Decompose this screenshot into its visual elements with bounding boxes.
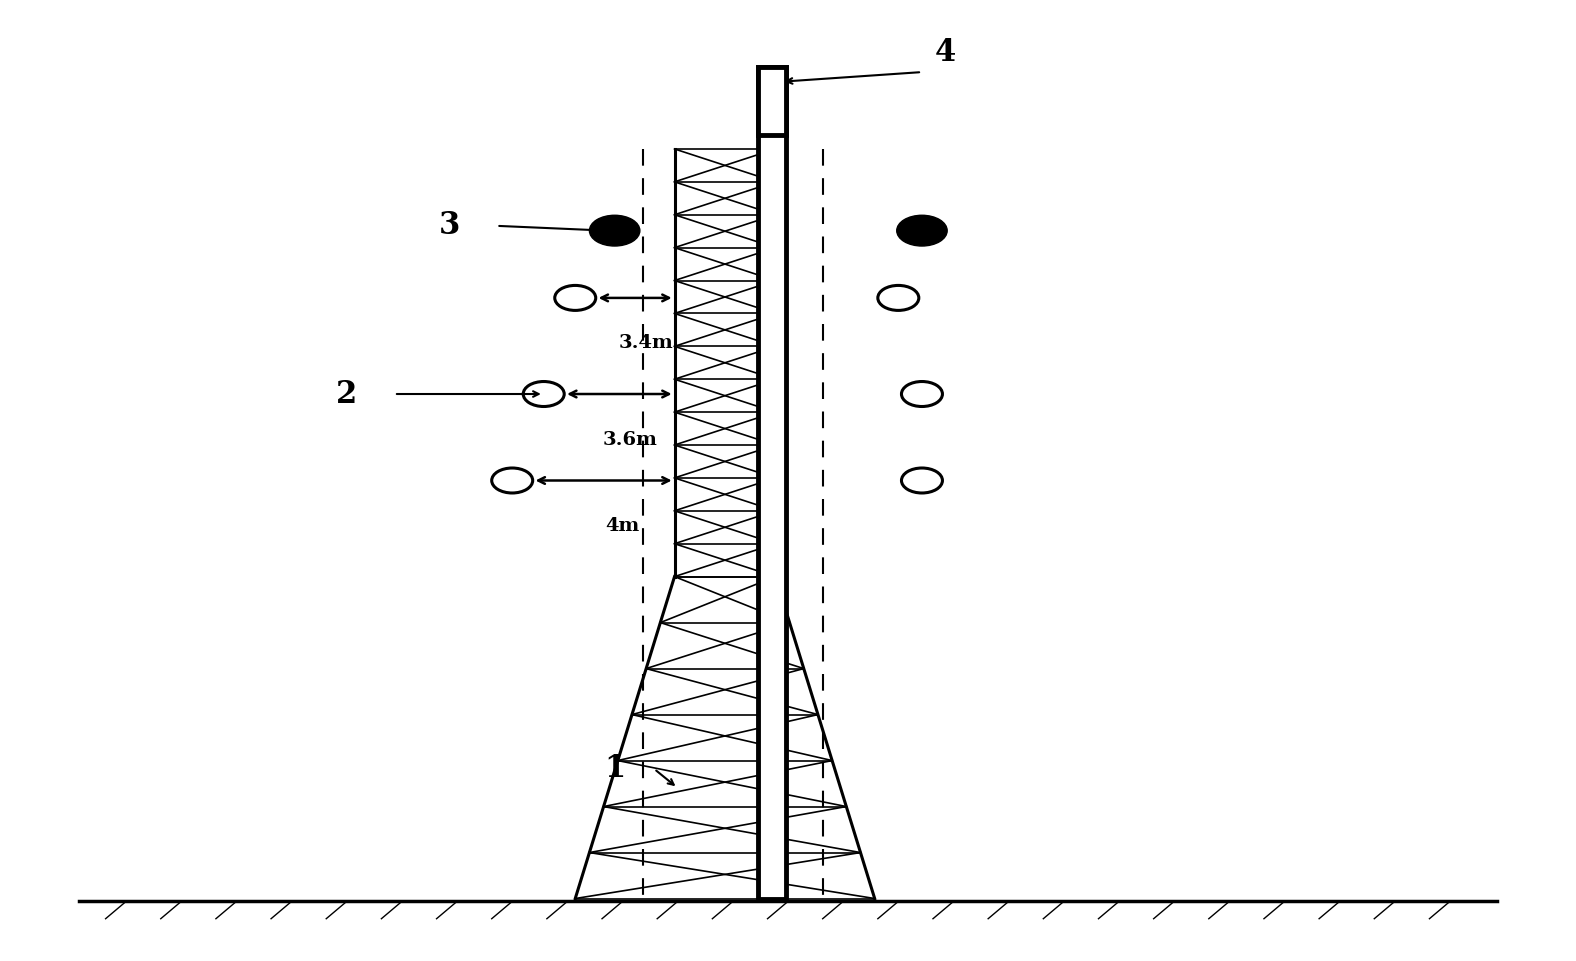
- Text: 3: 3: [438, 210, 460, 241]
- Bar: [758, 67, 786, 899]
- Circle shape: [897, 215, 947, 246]
- Text: 3.4m: 3.4m: [619, 334, 673, 353]
- Text: 3.6m: 3.6m: [604, 431, 657, 449]
- Text: 4m: 4m: [605, 517, 640, 535]
- Text: 2: 2: [336, 379, 358, 409]
- Text: 1: 1: [604, 753, 626, 784]
- Circle shape: [589, 215, 640, 246]
- Bar: [758, 67, 786, 135]
- Text: 4: 4: [935, 37, 957, 68]
